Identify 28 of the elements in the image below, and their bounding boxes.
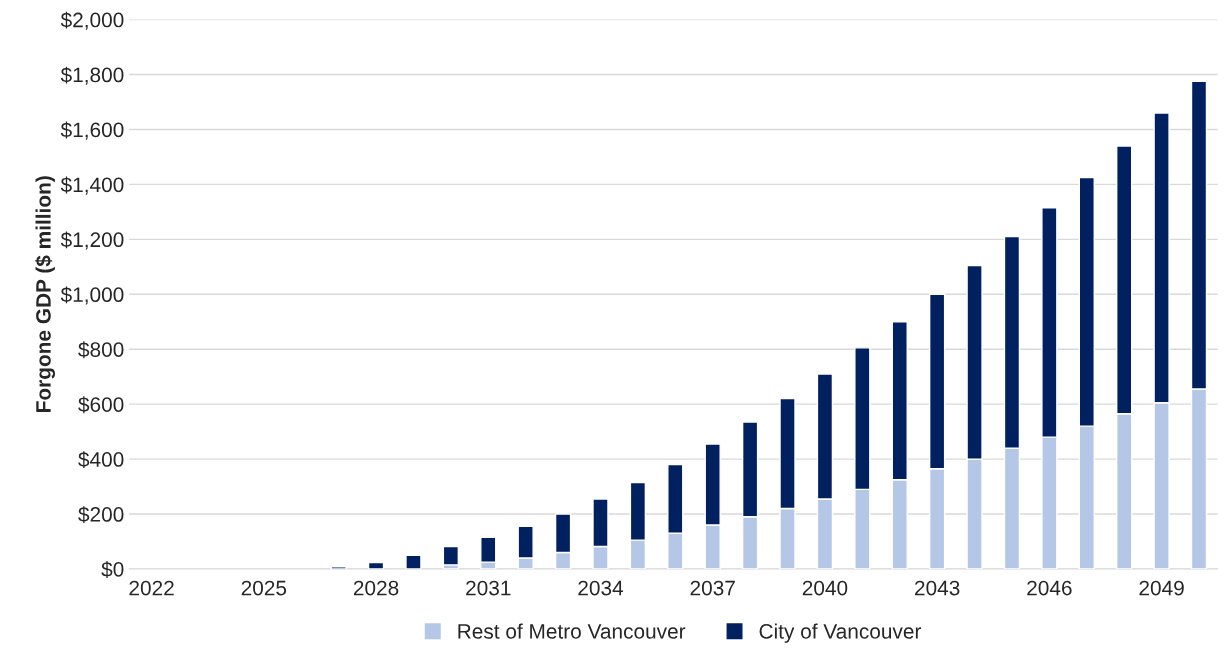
y-tick-label: $600	[78, 396, 124, 414]
legend-label: City of Vancouver	[759, 623, 922, 643]
x-tick-label: 2043	[915, 580, 960, 596]
bar	[442, 545, 460, 566]
y-tick-label: $1,400	[60, 176, 124, 195]
x-tick-label: 2049	[1139, 580, 1184, 596]
x-tick-label: 2028	[353, 580, 399, 596]
y-axis-title: Forgone GDP ($ million)	[35, 176, 56, 412]
x-tick-label: 2022	[129, 580, 174, 596]
bar	[405, 554, 422, 569]
x-tick-label: 2046	[1027, 580, 1072, 596]
y-tick-label: $1,800	[60, 66, 124, 85]
y-tick-label: $1,200	[60, 231, 124, 250]
x-tick-label: 2037	[690, 580, 735, 596]
x-tick-label: 2040	[802, 580, 848, 596]
x-tick-label: 2025	[241, 580, 287, 596]
y-tick-label: $1,600	[60, 121, 124, 140]
x-tick-label: 2031	[466, 580, 511, 596]
y-tick-label: $400	[78, 451, 124, 469]
x-tick-label: 2034	[578, 580, 624, 596]
y-tick-label: $1,000	[60, 286, 124, 305]
y-tick-label: $200	[78, 506, 124, 524]
bar	[367, 561, 385, 569]
y-tick-label: $0	[101, 561, 124, 578]
bar	[330, 566, 347, 569]
y-tick-label: $800	[78, 341, 124, 359]
legend-label: Rest of Metro Vancouver	[458, 623, 686, 639]
y-tick-label: $2,000	[60, 11, 124, 30]
